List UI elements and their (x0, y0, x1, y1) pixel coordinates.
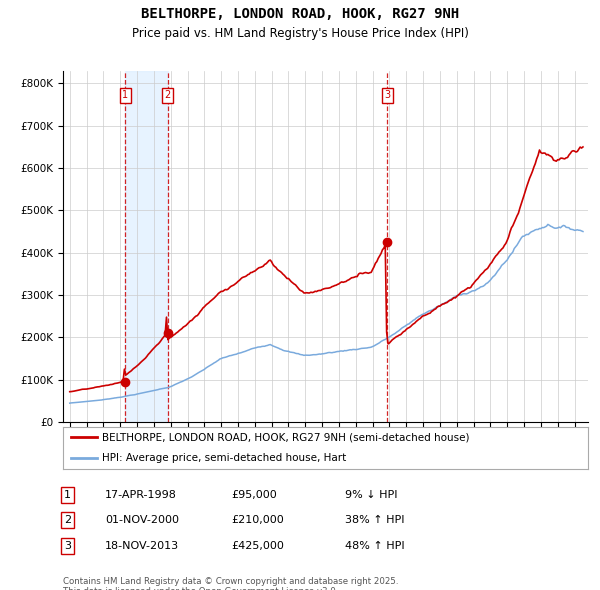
Text: 2: 2 (64, 516, 71, 525)
Text: 18-NOV-2013: 18-NOV-2013 (105, 541, 179, 550)
Text: 9% ↓ HPI: 9% ↓ HPI (345, 490, 398, 500)
Text: 01-NOV-2000: 01-NOV-2000 (105, 516, 179, 525)
Text: 38% ↑ HPI: 38% ↑ HPI (345, 516, 404, 525)
Text: Contains HM Land Registry data © Crown copyright and database right 2025.
This d: Contains HM Land Registry data © Crown c… (63, 577, 398, 590)
Text: £210,000: £210,000 (231, 516, 284, 525)
Text: £95,000: £95,000 (231, 490, 277, 500)
Text: HPI: Average price, semi-detached house, Hart: HPI: Average price, semi-detached house,… (103, 454, 347, 463)
Text: 48% ↑ HPI: 48% ↑ HPI (345, 541, 404, 550)
Text: 3: 3 (64, 541, 71, 550)
Text: BELTHORPE, LONDON ROAD, HOOK, RG27 9NH: BELTHORPE, LONDON ROAD, HOOK, RG27 9NH (141, 7, 459, 21)
Bar (125, 71, 168, 422)
Text: BELTHORPE, LONDON ROAD, HOOK, RG27 9NH (semi-detached house): BELTHORPE, LONDON ROAD, HOOK, RG27 9NH (… (103, 432, 470, 442)
Text: 3: 3 (385, 90, 391, 100)
Text: £425,000: £425,000 (231, 541, 284, 550)
Text: 17-APR-1998: 17-APR-1998 (105, 490, 177, 500)
Text: 2: 2 (165, 90, 171, 100)
Text: 1: 1 (64, 490, 71, 500)
Text: 1: 1 (122, 90, 128, 100)
Text: Price paid vs. HM Land Registry's House Price Index (HPI): Price paid vs. HM Land Registry's House … (131, 27, 469, 40)
